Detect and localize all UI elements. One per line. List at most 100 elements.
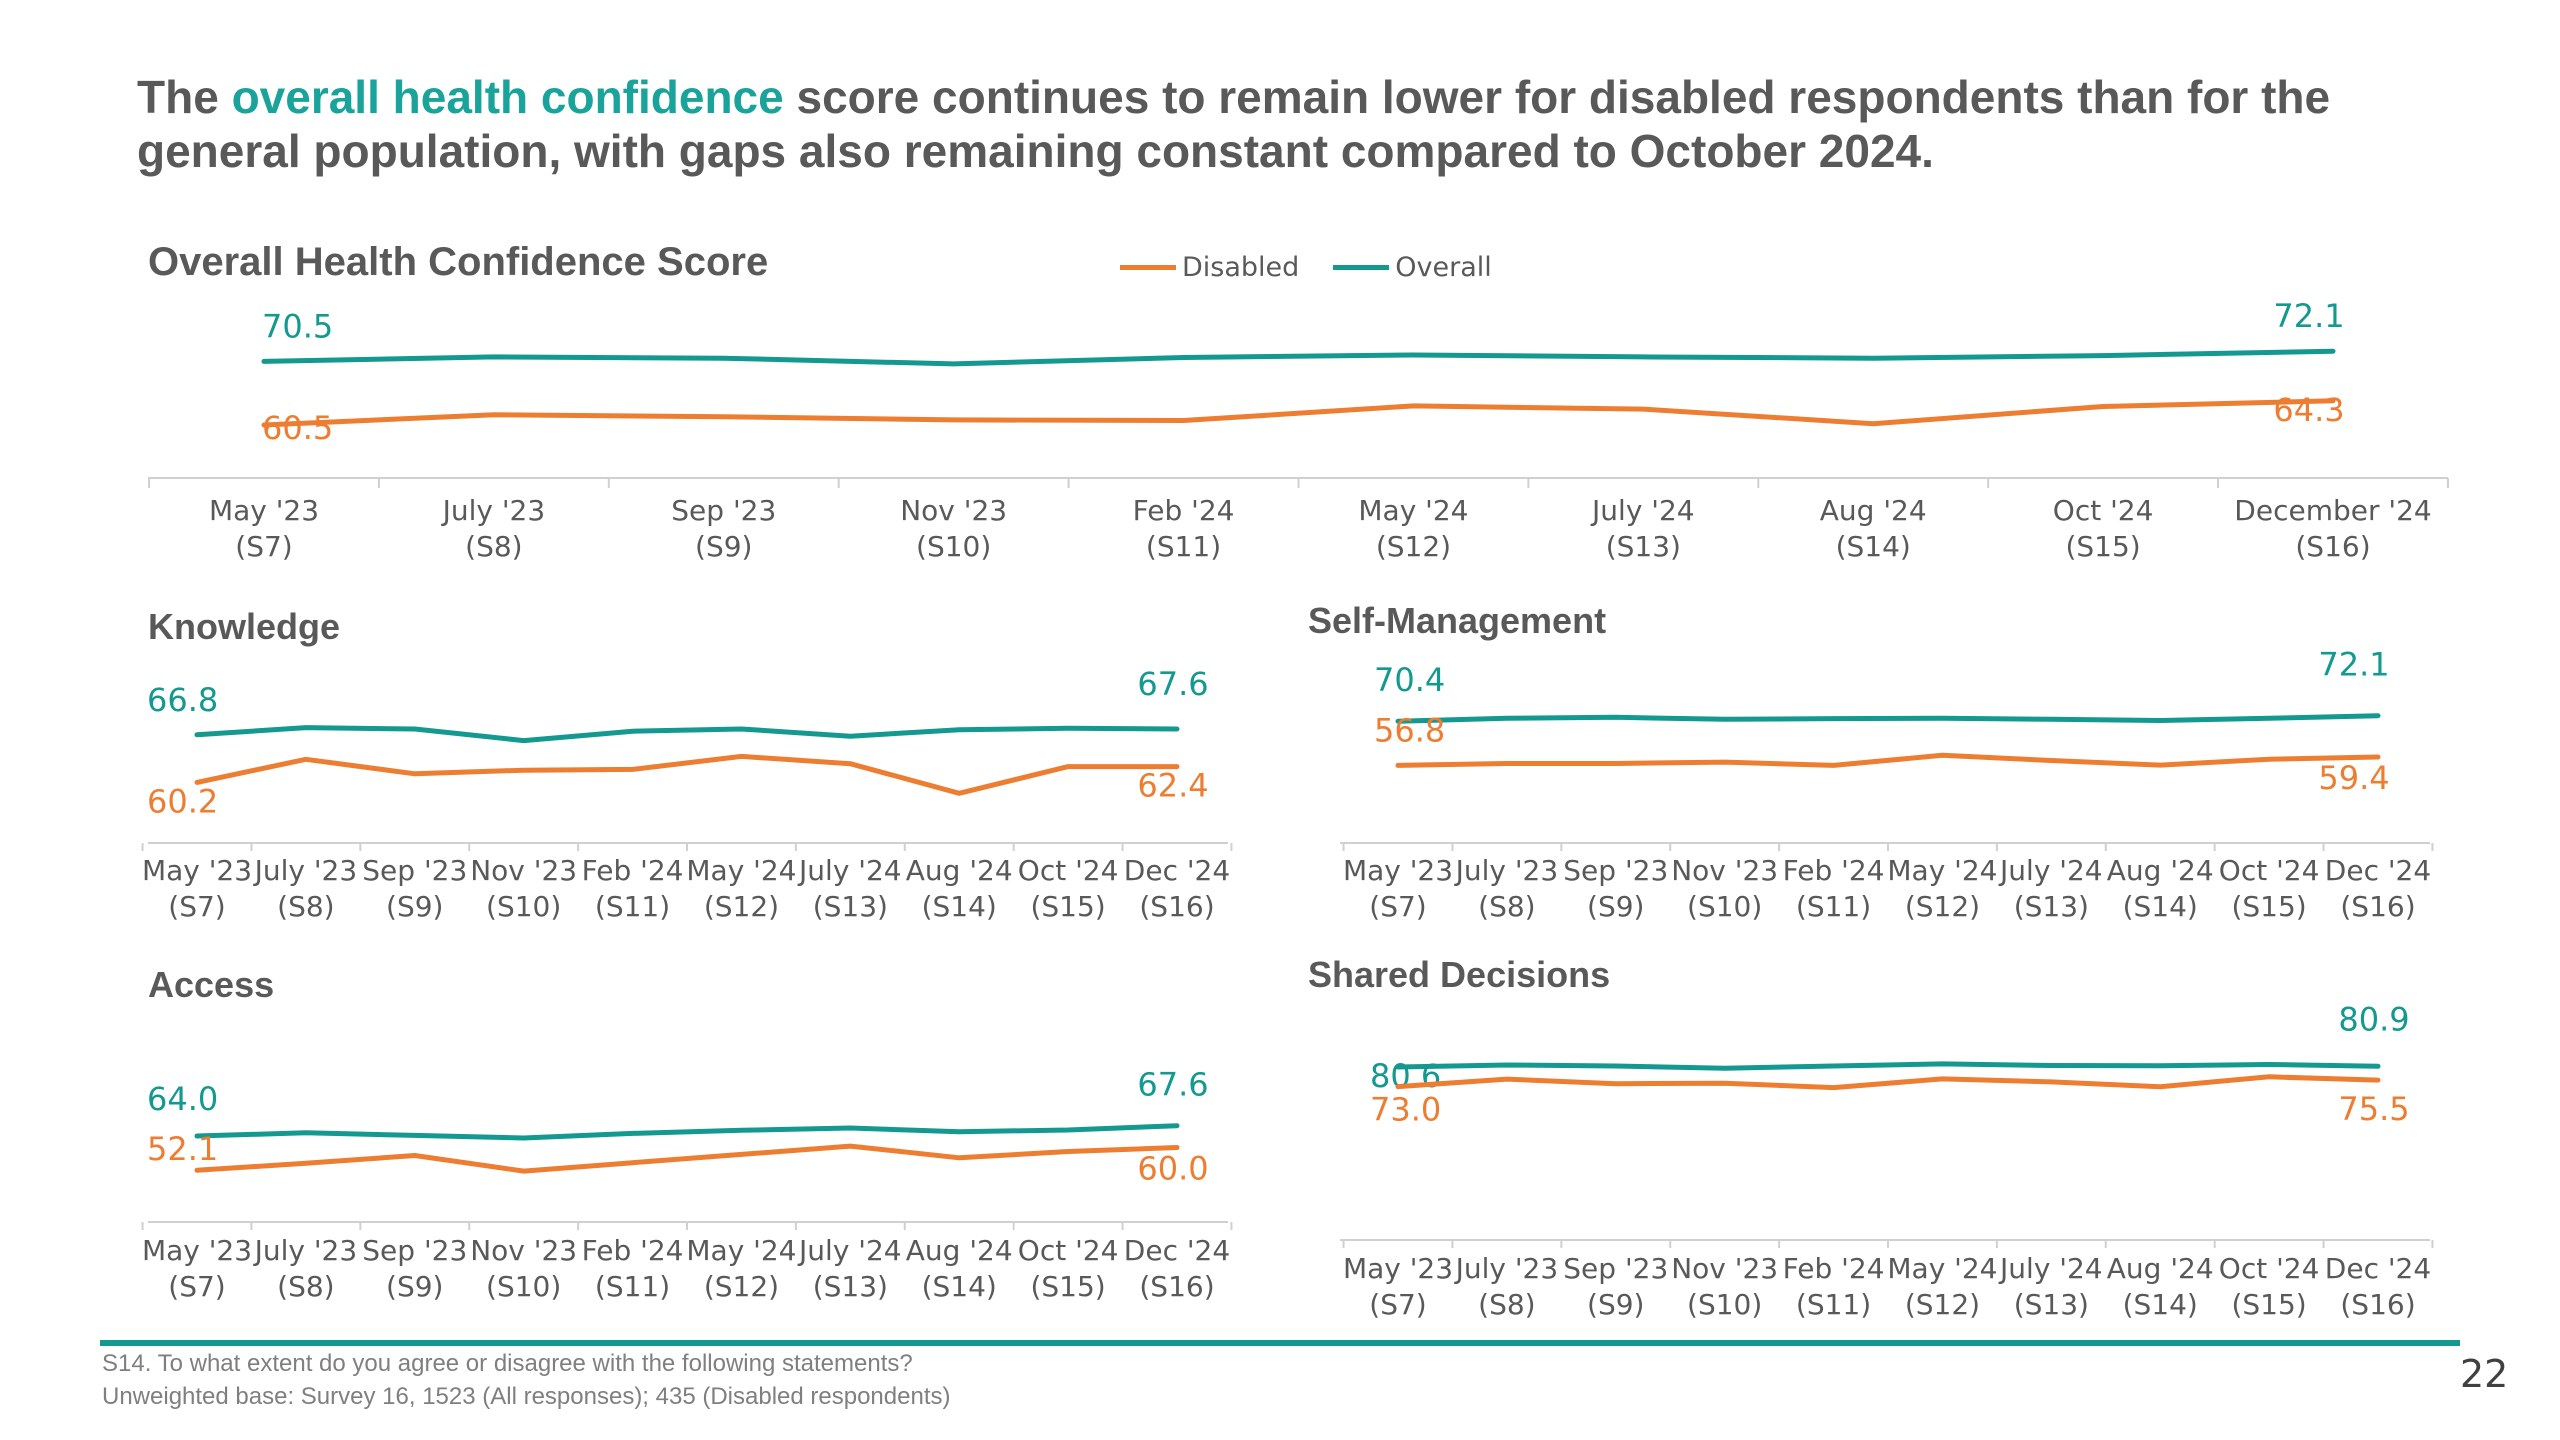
tick-label: May '24: [686, 854, 796, 887]
footer-rule: [100, 1340, 2460, 1346]
data-label-overall: 70.4: [1374, 661, 1445, 699]
data-label-overall: 80.6: [1370, 1057, 1441, 1095]
tick-label-survey: (S11): [1146, 530, 1221, 563]
tick-label: Aug '24: [2107, 854, 2214, 887]
series-line-disabled: [1395, 752, 2381, 768]
tick-label: Oct '24: [2219, 854, 2320, 887]
data-label-overall: 67.6: [1137, 665, 1208, 703]
headline: The overall health confidence score cont…: [137, 70, 2467, 178]
tick-label-survey: (S12): [1905, 890, 1980, 923]
tick-label: Feb '24: [1133, 494, 1235, 527]
tick-label: Dec '24: [2325, 1252, 2431, 1285]
tick-label-survey: (S15): [2065, 530, 2140, 563]
legend-swatch-disabled: [1120, 265, 1176, 270]
tick-label: Sep '23: [1563, 1252, 1668, 1285]
tick-label-survey: (S9): [386, 890, 443, 923]
tick-label: May '23: [1343, 1252, 1453, 1285]
tick-label-survey: (S13): [2014, 1288, 2089, 1321]
tick-label: Nov '23: [900, 494, 1007, 527]
tick-label: Dec '24: [1124, 854, 1230, 887]
tick-label: July '23: [1454, 854, 1559, 887]
tick-label: July '24: [797, 854, 902, 887]
series-line-overall: [194, 725, 1180, 744]
tick-label-survey: (S7): [1369, 1288, 1426, 1321]
legend-label-overall: Overall: [1395, 252, 1492, 283]
data-label-disabled: 59.4: [2318, 759, 2389, 797]
tick-label: May '23: [209, 494, 319, 527]
tick-label-survey: (S14): [1836, 530, 1911, 563]
tick-label-survey: (S12): [704, 1270, 779, 1303]
tick-label-survey: (S10): [916, 530, 991, 563]
tick-label: Nov '23: [470, 854, 577, 887]
tick-label: July '23: [253, 1234, 358, 1267]
chart-self-management: May '23(S7) July '23(S8) Sep '23(S9) Nov '2…: [1340, 646, 2434, 923]
tick-label-survey: (S10): [1687, 1288, 1762, 1321]
tick-label: July '24: [1590, 494, 1695, 527]
tick-label: Oct '24: [1018, 854, 1119, 887]
tick-label: Aug '24: [906, 1234, 1013, 1267]
tick-label-survey: (S10): [486, 890, 561, 923]
tick-label: July '23: [441, 494, 546, 527]
data-label-disabled: 56.8: [1374, 711, 1445, 749]
data-label-overall: 72.1: [2318, 646, 2389, 684]
series-line-overall: [261, 348, 2336, 367]
footnote-base: Unweighted base: Survey 16, 1523 (All re…: [102, 1383, 951, 1410]
tick-label: Aug '24: [1820, 494, 1927, 527]
tick-label: December '24: [2234, 494, 2431, 527]
page-number: 22: [2460, 1352, 2509, 1396]
data-label-overall: 72.1: [2273, 297, 2344, 335]
series-line-disabled: [1395, 1074, 2381, 1091]
tick-label-survey: (S8): [1478, 1288, 1535, 1321]
data-label-disabled: 60.5: [262, 409, 333, 447]
tick-label-survey: (S9): [1587, 1288, 1644, 1321]
tick-label: Feb '24: [582, 1234, 684, 1267]
tick-label-survey: (S13): [2014, 890, 2089, 923]
tick-label: Nov '23: [470, 1234, 577, 1267]
tick-label-survey: (S13): [1606, 530, 1681, 563]
data-label-disabled: 60.2: [147, 782, 218, 820]
tick-label-survey: (S16): [1139, 890, 1214, 923]
tick-label: July '24: [1998, 1252, 2103, 1285]
tick-label-survey: (S11): [595, 890, 670, 923]
tick-label-survey: (S11): [1796, 1288, 1871, 1321]
data-label-overall: 66.8: [147, 681, 218, 719]
tick-label: Oct '24: [2053, 494, 2154, 527]
tick-label-survey: (S16): [1139, 1270, 1214, 1303]
tick-label-survey: (S7): [168, 890, 225, 923]
chart-access: May '23(S7) July '23(S8) Sep '23(S9) Nov '2…: [141, 1066, 1233, 1303]
tick-label: Nov '23: [1671, 854, 1778, 887]
tick-label-survey: (S16): [2295, 530, 2370, 563]
data-label-overall: 67.6: [1137, 1066, 1208, 1104]
tick-label: Nov '23: [1671, 1252, 1778, 1285]
data-label-disabled: 60.0: [1137, 1150, 1208, 1188]
tick-label: July '23: [1454, 1252, 1559, 1285]
tick-label: Aug '24: [2107, 1252, 2214, 1285]
tick-label-survey: (S8): [465, 530, 522, 563]
tick-label: May '24: [1358, 494, 1468, 527]
chart-title-knowledge: Knowledge: [148, 606, 341, 647]
chart-title-access: Access: [148, 964, 275, 1005]
tick-label-survey: (S15): [1030, 890, 1105, 923]
series-line-disabled: [261, 398, 2336, 428]
tick-label-survey: (S15): [2231, 1288, 2306, 1321]
series-line-overall: [1395, 1061, 2381, 1071]
data-label-disabled: 62.4: [1137, 767, 1208, 805]
chart-title-self-management: Self-Management: [1308, 600, 1607, 641]
data-label-disabled: 75.5: [2338, 1090, 2409, 1128]
tick-label: Oct '24: [1018, 1234, 1119, 1267]
tick-label-survey: (S14): [2123, 890, 2198, 923]
legend-label-disabled: Disabled: [1182, 252, 1300, 283]
tick-label-survey: (S7): [168, 1270, 225, 1303]
series-line-overall: [194, 1123, 1180, 1141]
footnote-question: S14. To what extent do you agree or disa…: [102, 1350, 913, 1377]
tick-label-survey: (S9): [386, 1270, 443, 1303]
legend-item-disabled: Disabled: [1120, 252, 1299, 283]
tick-label: Feb '24: [1783, 854, 1885, 887]
tick-label-survey: (S7): [1369, 890, 1426, 923]
tick-label: Feb '24: [582, 854, 684, 887]
tick-label-survey: (S14): [922, 890, 997, 923]
tick-label: July '24: [1998, 854, 2103, 887]
tick-label: Sep '23: [362, 854, 467, 887]
legend-swatch-overall: [1333, 265, 1390, 270]
tick-label: May '23: [142, 854, 252, 887]
